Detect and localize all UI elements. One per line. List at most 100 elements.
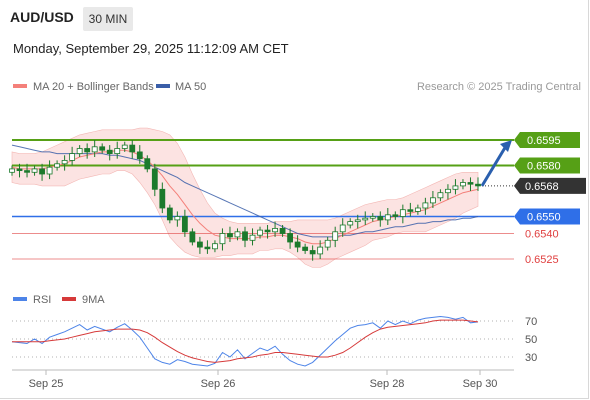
legend-ma20-swatch bbox=[13, 84, 27, 88]
rsi-line bbox=[11, 315, 479, 367]
legend-9ma-label: 9MA bbox=[82, 294, 105, 306]
candle-body bbox=[272, 227, 278, 233]
legend-rsi-swatch bbox=[13, 297, 27, 301]
candle-body bbox=[294, 241, 301, 248]
candle-body bbox=[460, 182, 466, 187]
candle-body bbox=[219, 233, 226, 245]
current-price-label-bg bbox=[514, 177, 586, 194]
candle-body bbox=[151, 168, 158, 190]
candle-body bbox=[414, 207, 421, 212]
candle-body bbox=[332, 231, 339, 241]
legend-ma20-label: MA 20 + Bollinger Bands bbox=[33, 81, 154, 93]
pivot-label: 0.6550 bbox=[527, 212, 561, 224]
candle-body bbox=[197, 241, 203, 248]
candle-body bbox=[46, 166, 53, 175]
candle-body bbox=[407, 209, 414, 212]
candle-body bbox=[392, 214, 399, 217]
candle-body bbox=[422, 202, 429, 209]
candle-body bbox=[384, 214, 391, 221]
pivot-label-bg bbox=[514, 208, 580, 225]
candle-body bbox=[377, 216, 384, 221]
candle-body bbox=[430, 197, 436, 204]
candle-body bbox=[242, 231, 248, 241]
legend-rsi-label: RSI bbox=[33, 294, 51, 306]
candle-body bbox=[362, 217, 369, 221]
candle-body bbox=[189, 231, 196, 243]
candle-body bbox=[287, 233, 293, 243]
resistance-label-bg bbox=[514, 157, 580, 174]
ma50-line bbox=[11, 144, 479, 238]
candle-body bbox=[257, 229, 263, 236]
support-label: 0.6525 bbox=[525, 254, 559, 266]
candle-body bbox=[399, 209, 406, 217]
rsi-tick-label: 70 bbox=[525, 316, 537, 328]
candle-body bbox=[114, 148, 121, 154]
candle-body bbox=[174, 216, 181, 221]
candle-body bbox=[61, 159, 68, 165]
candle-body bbox=[106, 149, 113, 154]
candle-body bbox=[475, 183, 481, 187]
main-legend: MA 20 + Bollinger Bands MA 50 Research ©… bbox=[13, 81, 581, 93]
candle-body bbox=[437, 192, 444, 199]
candle-body bbox=[76, 148, 83, 154]
x-tick-label: Sep 28 bbox=[370, 378, 405, 390]
interval-selector[interactable]: 30 MIN bbox=[83, 7, 133, 31]
candle-body bbox=[166, 207, 173, 221]
x-tick-label: Sep 30 bbox=[463, 378, 498, 390]
rsi-ma-line bbox=[12, 319, 479, 363]
resistance-label: 0.6580 bbox=[527, 161, 561, 173]
rsi-tick-label: 50 bbox=[525, 334, 537, 346]
candle-body bbox=[31, 168, 38, 173]
resistance-label-bg bbox=[514, 132, 580, 148]
resistance-label: 0.6595 bbox=[527, 135, 561, 147]
candle-body bbox=[91, 146, 98, 153]
candle-body bbox=[136, 151, 143, 160]
candle-body bbox=[369, 216, 376, 219]
legend-ma50-swatch bbox=[156, 84, 170, 88]
candle-body bbox=[159, 188, 166, 209]
candle-body bbox=[317, 246, 324, 255]
support-label: 0.6540 bbox=[525, 229, 559, 241]
current-price-label: 0.6568 bbox=[525, 181, 559, 193]
candle-body bbox=[181, 216, 188, 233]
candle-body bbox=[129, 144, 136, 153]
candle-body bbox=[445, 188, 451, 194]
candle-body bbox=[121, 144, 128, 149]
candle-body bbox=[39, 168, 45, 175]
candle-body bbox=[69, 153, 76, 161]
candle-body bbox=[16, 168, 23, 171]
candle-body bbox=[354, 219, 361, 222]
legend-9ma-swatch bbox=[62, 297, 76, 301]
candle-body bbox=[324, 239, 331, 248]
candle-body bbox=[467, 182, 474, 185]
x-tick-label: Sep 25 bbox=[29, 378, 64, 390]
candle-body bbox=[227, 233, 233, 238]
candle-body bbox=[234, 231, 241, 238]
candle-body bbox=[54, 163, 60, 168]
candle-body bbox=[212, 243, 218, 250]
candle-body bbox=[9, 168, 15, 173]
candle-body bbox=[309, 250, 316, 255]
rsi-legend: RSI 9MA bbox=[13, 294, 105, 306]
candle-body bbox=[302, 246, 309, 251]
candle-body bbox=[99, 146, 106, 151]
candle-body bbox=[264, 229, 271, 233]
candle-body bbox=[279, 227, 286, 234]
symbol-title: AUD/USD bbox=[10, 9, 74, 25]
candle-body bbox=[204, 246, 211, 250]
candle-body bbox=[144, 158, 151, 170]
legend-ma50-label: MA 50 bbox=[175, 81, 206, 93]
credit-text: Research © 2025 Trading Central bbox=[417, 81, 581, 93]
candle-body bbox=[84, 148, 91, 153]
projection-arrow bbox=[480, 145, 508, 187]
projection-arrowhead bbox=[500, 140, 512, 152]
rsi-tick-label: 30 bbox=[525, 352, 537, 364]
candle-body bbox=[347, 221, 354, 226]
candle-body bbox=[452, 185, 459, 190]
x-tick-label: Sep 26 bbox=[201, 378, 236, 390]
timestamp: Monday, September 29, 2025 11:12:09 AM C… bbox=[13, 41, 289, 56]
candle-body bbox=[24, 170, 30, 173]
candle-body bbox=[249, 234, 256, 241]
